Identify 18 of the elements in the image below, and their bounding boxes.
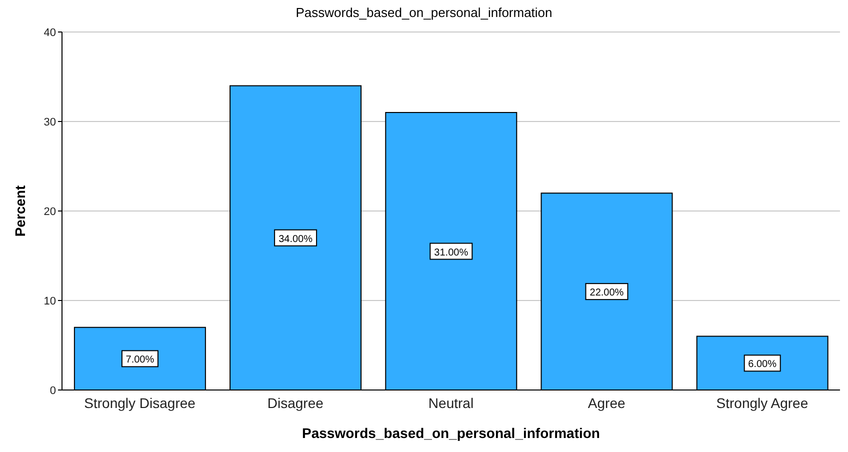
x-tick-label: Disagree [267,394,324,411]
data-label: 22.00% [590,288,624,299]
x-tick-label: Agree [588,394,626,411]
data-label: 6.00% [748,359,777,370]
x-axis-title: Passwords_based_on_personal_information [302,425,600,441]
y-tick-label: 40 [44,26,56,39]
x-tick-label: Strongly Disagree [84,394,196,411]
data-label: 31.00% [434,247,468,258]
data-label: 7.00% [126,354,154,366]
chart-title: Passwords_based_on_personal_information [294,5,554,20]
y-tick-label: 30 [44,116,56,128]
x-tick-label: Neutral [428,394,474,411]
y-tick-label: 0 [50,384,56,397]
y-tick-label: 20 [44,206,56,218]
y-axis-title: Percent [12,184,28,237]
y-tick-label: 10 [44,295,56,308]
data-label: 34.00% [278,234,313,245]
x-tick-label: Strongly Agree [716,394,808,411]
